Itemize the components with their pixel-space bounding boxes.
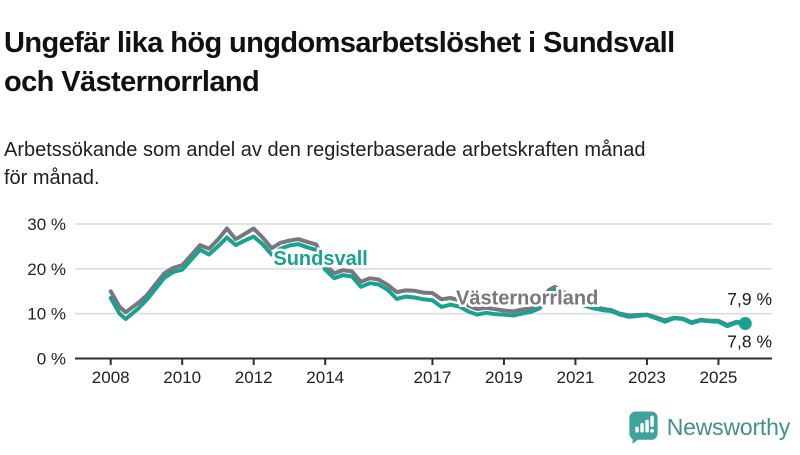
page-title: Ungefär lika hög ungdomsarbetslöshet i S…: [4, 27, 675, 98]
end-value-label-västernorrland: 7,9 %: [727, 289, 772, 309]
y-axis-label: 30 %: [27, 215, 66, 234]
x-axis-label: 2023: [628, 368, 666, 387]
x-axis-label: 2014: [306, 368, 344, 387]
series-label-västernorrland: Västernorrland: [456, 288, 598, 310]
x-axis-label: 2012: [235, 368, 273, 387]
series-label-sundsvall: Sundsvall: [273, 248, 367, 270]
x-axis-label: 2019: [485, 368, 523, 387]
brand-name: Newsworthy: [666, 414, 790, 440]
series-line-sundsvall: [108, 234, 748, 329]
chart-subtitle: Arbetssökande som andel av den registerb…: [4, 139, 646, 190]
end-value-label-sundsvall: 7,8 %: [727, 332, 772, 352]
y-axis-label: 0 %: [37, 350, 66, 369]
footer-brand: Newsworthy: [628, 410, 790, 445]
x-axis-label: 2025: [700, 368, 738, 387]
x-axis-label: 2017: [414, 368, 452, 387]
series-end-dot-sundsvall: [738, 317, 752, 331]
newsworthy-logo-icon: [629, 411, 658, 444]
x-axis-label: 2008: [92, 368, 130, 387]
x-axis-label: 2010: [163, 368, 201, 387]
y-axis-label: 20 %: [27, 260, 66, 279]
x-axis-label: 2021: [557, 368, 595, 387]
series-line-västernorrland: [108, 226, 748, 327]
y-axis-label: 10 %: [27, 305, 66, 324]
